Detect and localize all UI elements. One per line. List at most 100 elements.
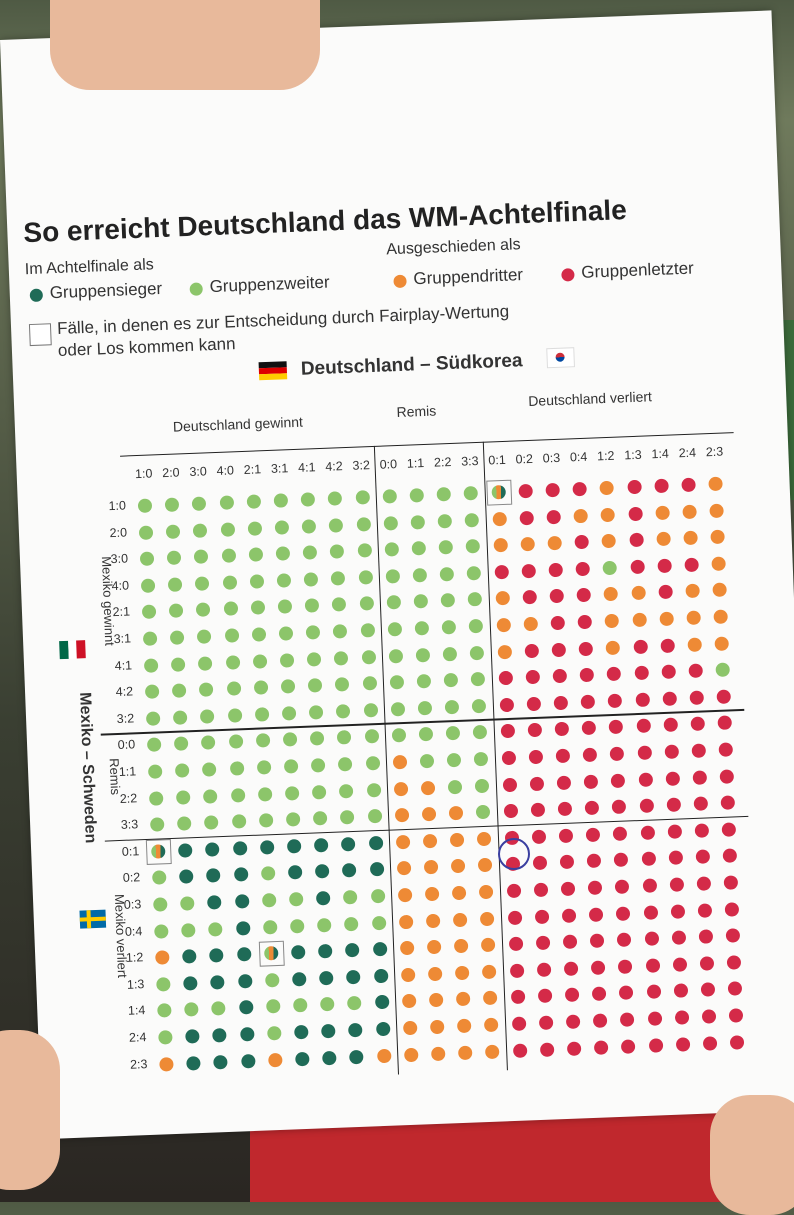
- grid-dot-r9-c5: [282, 732, 298, 748]
- grid-dot-r1-c11: [437, 513, 453, 529]
- grid-dot-r9-c17: [608, 719, 624, 735]
- grid-dot-r19-c8: [374, 995, 390, 1010]
- grid-dot-r17-c12: [481, 937, 496, 953]
- grid-dot-r17-c20: [698, 929, 714, 945]
- grid-dot-r20-c18: [647, 1011, 662, 1026]
- grid-dot-r9-c13: [500, 724, 515, 739]
- grid-dot-r19-c15: [564, 987, 580, 1003]
- grid-dot-r18-c4: [264, 972, 280, 988]
- grid-dot-r9-c11: [445, 726, 461, 741]
- grid-dot-r9-c15: [554, 722, 570, 737]
- row-tick-14: 0:2: [122, 870, 141, 886]
- grid-dot-r14-c17: [614, 852, 629, 868]
- grid-dot-r12-c1: [177, 816, 192, 831]
- grid-dot-r0-c10: [409, 488, 425, 503]
- grid-dot-r5-c3: [224, 628, 239, 643]
- grid-dot-r2-c19: [656, 531, 671, 547]
- grid-dot-r12-c16: [584, 800, 600, 816]
- grid-dot-r17-c16: [589, 933, 605, 949]
- col-group-remis: Remis: [396, 402, 437, 421]
- grid-dot-r12-c6: [313, 811, 328, 826]
- grid-dot-r12-c14: [530, 802, 546, 818]
- grid-dot-r7-c0: [144, 684, 160, 700]
- grid-dot-r13-c9: [395, 834, 411, 850]
- grid-dot-r6-c8: [361, 649, 376, 665]
- grid-dot-r13-c12: [477, 831, 492, 847]
- grid-dot-r1-c13: [492, 511, 507, 527]
- grid-dot-r1-c19: [655, 505, 670, 520]
- grid-dot-r18-c9: [400, 967, 416, 983]
- grid-dot-r12-c3: [231, 814, 247, 829]
- grid-dot-r14-c9: [396, 861, 412, 876]
- grid-dot-r3-c9: [385, 568, 400, 584]
- grid-dot-r9-c16: [581, 721, 597, 736]
- grid-dot-r14-c16: [586, 853, 602, 869]
- grid-dot-r12-c5: [285, 812, 301, 827]
- grid-dot-r3-c6: [303, 571, 319, 587]
- grid-dot-r17-c5: [290, 945, 306, 960]
- grid-dot-r5-c4: [251, 627, 267, 642]
- grid-dot-r10-c1: [175, 763, 190, 778]
- grid-dot-r10-c4: [256, 760, 272, 775]
- grid-dot-r9-c2: [201, 735, 216, 751]
- pen-circle-mark: [498, 838, 530, 870]
- grid-dot-r0-c1: [164, 497, 180, 512]
- grid-dot-r20-c13: [511, 1016, 527, 1032]
- grid-dot-r3-c16: [575, 561, 591, 577]
- grid-dot-r20-c10: [429, 1019, 445, 1035]
- grid-dot-r16-c1: [181, 922, 196, 938]
- grid-dot-r6-c21: [714, 636, 730, 651]
- grid-dot-r21-c17: [621, 1038, 636, 1054]
- korea-flag-icon: [546, 347, 575, 369]
- grid-dot-r9-c10: [418, 727, 434, 742]
- grid-dot-r7-c5: [280, 679, 296, 694]
- grid-dot-r13-c14: [531, 829, 547, 844]
- grid-dot-r18-c19: [672, 957, 688, 972]
- grid-dot-r15-c6: [316, 890, 331, 906]
- legend-gruppendritter-dot: [393, 274, 407, 289]
- grid-dot-r18-c13: [509, 963, 524, 978]
- grid-dot-r1-c10: [410, 514, 426, 530]
- grid-dot-r4-c12: [467, 592, 483, 607]
- grid-dot-r7-c2: [199, 682, 214, 698]
- col-tick-18: 1:3: [624, 447, 642, 463]
- grid-dot-r3-c5: [276, 573, 292, 588]
- grid-dot-r20-c17: [620, 1012, 635, 1027]
- grid-dot-r12-c11: [448, 805, 464, 821]
- grid-dot-r5-c15: [550, 615, 566, 631]
- grid-dot-r11-c5: [284, 785, 300, 801]
- grid-dot-r5-c19: [659, 611, 674, 627]
- grid-dot-r0-c4: [246, 494, 261, 509]
- grid-dot-r12-c15: [557, 801, 573, 817]
- grid-dot-r5-c9: [387, 622, 402, 637]
- col-tick-16: 0:4: [569, 449, 588, 465]
- grid-dot-r19-c16: [591, 986, 607, 1002]
- grid-dot-r8-c20: [689, 690, 705, 705]
- grid-dot-r3-c17: [602, 560, 618, 576]
- grid-dot-r17-c19: [671, 930, 687, 946]
- grid-dot-r12-c12: [476, 804, 491, 820]
- grid-dot-r18-c17: [618, 959, 633, 974]
- grid-dot-r1-c15: [546, 509, 561, 524]
- grid-dot-r21-c12: [485, 1044, 500, 1059]
- grid-dot-r13-c18: [640, 825, 655, 840]
- grid-dot-r13-c21: [721, 822, 737, 837]
- grid-dot-r5-c5: [278, 626, 294, 641]
- grid-dot-r5-c0: [142, 631, 158, 646]
- grid-dot-r11-c16: [583, 774, 599, 789]
- grid-dot-r2-c2: [194, 549, 209, 565]
- grid-dot-r19-c13: [510, 989, 525, 1005]
- grid-dot-r21-c5: [295, 1051, 310, 1067]
- grid-dot-r5-c7: [333, 624, 348, 639]
- grid-dot-r19-c0: [157, 1003, 172, 1019]
- grid-dot-r4-c9: [386, 595, 401, 610]
- grid-dot-r1-c7: [328, 517, 344, 533]
- grid-dot-r5-c17: [604, 613, 620, 629]
- legend-gruppendritter: Gruppendritter: [413, 265, 524, 289]
- grid-dot-r9-c12: [473, 725, 488, 740]
- col-tick-0: 1:0: [134, 466, 153, 482]
- grid-dot-r16-c8: [371, 915, 387, 930]
- grid-dot-r8-c0: [145, 711, 161, 726]
- grid-dot-r5-c20: [686, 610, 701, 626]
- grid-dot-r15-c16: [587, 880, 603, 896]
